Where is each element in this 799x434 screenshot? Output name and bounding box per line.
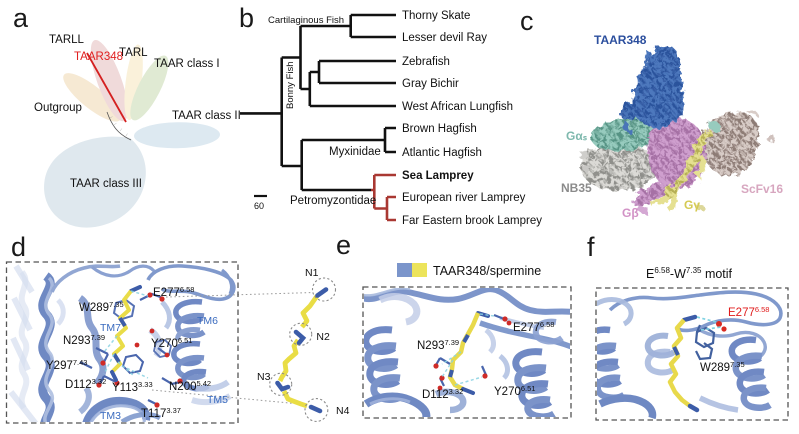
svg-text:TM7: TM7 [100,322,121,334]
svg-text:TARL: TARL [119,47,148,59]
svg-text:c: c [520,6,534,36]
svg-text:Sea Lamprey: Sea Lamprey [402,170,474,182]
svg-text:N4: N4 [336,405,350,417]
svg-text:Myxinidae: Myxinidae [329,146,381,158]
svg-text:European river Lamprey: European river Lamprey [402,192,526,204]
svg-text:Atlantic Hagfish: Atlantic Hagfish [402,147,482,159]
svg-text:TAAR348: TAAR348 [594,33,647,47]
svg-text:d: d [11,232,26,262]
svg-text:TAAR class II: TAAR class II [172,110,241,122]
svg-text:E6.58-W7.35 motif: E6.58-W7.35 motif [646,266,733,281]
svg-text:Gray Bichir: Gray Bichir [402,78,459,90]
svg-text:N3: N3 [257,371,271,383]
svg-text:Petromyzontidae: Petromyzontidae [290,195,376,207]
svg-text:TAAR class I: TAAR class I [154,58,220,70]
svg-text:a: a [13,3,29,33]
svg-text:b: b [239,3,254,33]
svg-text:Gβ: Gβ [622,206,639,220]
svg-text:f: f [587,232,595,262]
svg-text:TM3: TM3 [100,410,121,422]
svg-text:Gαₛ: Gαₛ [566,129,588,143]
svg-text:TM5: TM5 [207,394,228,406]
svg-text:Thorny Skate: Thorny Skate [402,10,470,22]
svg-text:TARLL: TARLL [49,34,85,46]
svg-text:TAAR348: TAAR348 [74,51,123,63]
svg-text:Cartilaginous Fish: Cartilaginous Fish [268,15,344,26]
svg-text:60: 60 [254,201,264,211]
svg-text:Lesser devil Ray: Lesser devil Ray [402,32,487,44]
svg-text:West African Lungfish: West African Lungfish [402,101,513,113]
svg-text:N1: N1 [305,267,319,279]
svg-text:NB35: NB35 [561,181,592,195]
svg-text:Outgroup: Outgroup [34,102,82,114]
svg-text:e: e [336,230,351,260]
svg-text:Gγ: Gγ [684,198,700,212]
svg-text:Far Eastern brook Lamprey: Far Eastern brook Lamprey [402,215,542,227]
svg-text:Bonny Fish: Bonny Fish [285,61,296,109]
svg-text:ScFv16: ScFv16 [741,182,783,196]
svg-text:TAAR348/spermine: TAAR348/spermine [433,264,541,278]
svg-text:N2: N2 [316,331,330,343]
svg-text:TM6: TM6 [197,315,218,327]
svg-text:Zebrafish: Zebrafish [402,56,450,68]
svg-text:TAAR class III: TAAR class III [70,178,142,190]
svg-text:Brown Hagfish: Brown Hagfish [402,123,477,135]
